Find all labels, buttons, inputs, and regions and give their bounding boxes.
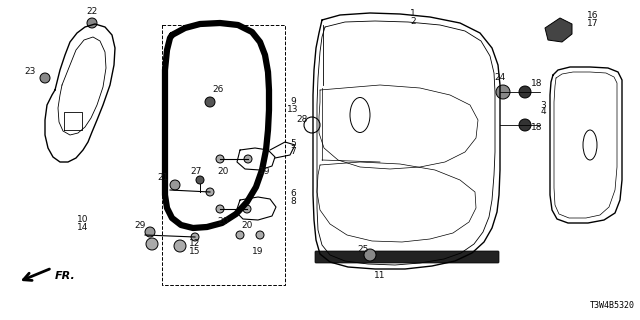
Text: 13: 13 [287,106,299,115]
Text: 3: 3 [540,100,546,109]
Circle shape [236,231,244,239]
Text: 10: 10 [77,215,89,225]
Text: 12: 12 [189,239,201,249]
Circle shape [191,233,199,241]
Circle shape [87,18,97,28]
Circle shape [40,73,50,83]
Text: 25: 25 [357,244,369,253]
Text: T3W4B5320: T3W4B5320 [590,301,635,310]
Text: 11: 11 [374,271,386,281]
Text: 18: 18 [531,79,543,89]
Text: 27: 27 [190,167,202,177]
Text: 19: 19 [252,247,264,257]
Text: FR.: FR. [55,271,76,281]
Circle shape [216,155,224,163]
Text: 22: 22 [86,7,98,17]
Text: 20: 20 [218,218,228,227]
Text: 26: 26 [212,85,224,94]
Text: 4: 4 [540,108,546,116]
Text: 18: 18 [531,123,543,132]
Circle shape [244,155,252,163]
Circle shape [206,188,214,196]
Text: 14: 14 [77,223,89,233]
Text: 16: 16 [588,11,599,20]
Circle shape [216,205,224,213]
Text: 5: 5 [290,140,296,148]
FancyBboxPatch shape [315,251,499,263]
Circle shape [243,205,251,213]
Circle shape [256,231,264,239]
Text: 8: 8 [290,197,296,206]
Text: 9: 9 [290,98,296,107]
Text: 2: 2 [410,17,416,26]
Text: 7: 7 [290,148,296,156]
Text: 21: 21 [157,173,169,182]
Text: 19: 19 [259,167,271,177]
Text: 17: 17 [588,19,599,28]
Circle shape [519,119,531,131]
Circle shape [196,176,204,184]
Text: 28: 28 [296,116,308,124]
Circle shape [145,227,155,237]
Text: 15: 15 [189,247,201,257]
Text: 23: 23 [24,68,36,76]
Text: 29: 29 [134,221,146,230]
Circle shape [364,249,376,261]
Text: 1: 1 [410,10,416,19]
Circle shape [496,85,510,99]
Circle shape [174,240,186,252]
Circle shape [170,180,180,190]
Text: 20: 20 [241,220,253,229]
Polygon shape [545,18,572,42]
Text: 24: 24 [494,74,506,83]
Text: 20: 20 [218,167,228,177]
Circle shape [146,238,158,250]
Circle shape [205,97,215,107]
Circle shape [519,86,531,98]
Text: 6: 6 [290,189,296,198]
